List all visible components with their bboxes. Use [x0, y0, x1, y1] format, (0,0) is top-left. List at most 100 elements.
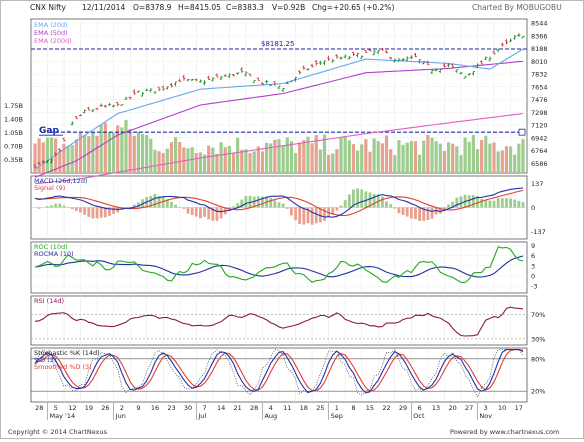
volume-bar	[513, 155, 516, 173]
legend-ema20: EMA (20d)	[34, 21, 68, 29]
volume-bar	[505, 146, 508, 173]
x-tick-label: 27	[465, 404, 473, 412]
x-tick-label: 3	[484, 404, 488, 412]
volume-bar	[476, 149, 479, 173]
volume-bar	[468, 142, 471, 173]
macd-histogram-bar	[509, 198, 512, 207]
volume-bar	[290, 141, 293, 173]
x-tick-label: 16	[151, 404, 159, 412]
volume-bar	[244, 149, 247, 173]
powered-by-link[interactable]: Powered by www.chartnexus.com	[450, 428, 559, 436]
volume-bar	[348, 140, 351, 173]
volume-tick-label: 1.75B	[4, 102, 23, 110]
y-tick-label: -3	[531, 283, 537, 291]
symbol-label: CNX Nifty	[30, 3, 66, 12]
volume-bar	[509, 147, 512, 173]
volume-bar	[294, 153, 297, 173]
macd-histogram-bar	[381, 197, 384, 208]
volume-bar	[497, 151, 500, 173]
legend-rocma: ROCMA (10)	[34, 250, 74, 258]
macd-histogram-bar	[447, 205, 450, 208]
volume-bar	[298, 142, 301, 173]
volume-bar	[364, 139, 367, 173]
y-tick-label: 8010	[531, 58, 548, 66]
macd-histogram-bar	[216, 208, 219, 221]
open-value: O=8378.9	[133, 3, 171, 12]
macd-histogram-bar	[406, 208, 409, 217]
y-tick-label: 6764	[531, 147, 548, 155]
macd-histogram-bar	[298, 208, 301, 224]
x-tick-label: 20	[448, 404, 456, 412]
macd-histogram-bar	[282, 204, 285, 208]
date-label: 12/11/2014	[82, 3, 125, 12]
volume-bar	[393, 155, 396, 173]
x-tick-label: 7	[203, 404, 207, 412]
macd-histogram-bar	[100, 208, 103, 218]
y-tick-label: 20%	[531, 388, 545, 396]
volume-bar	[455, 146, 458, 173]
volume-bar	[137, 132, 140, 173]
charted-by-label: Charted By MOBUGOBU	[472, 3, 562, 12]
volume-bar	[472, 135, 475, 173]
volume-bar	[157, 151, 160, 173]
macd-histogram-bar	[302, 208, 305, 225]
macd-histogram-bar	[402, 208, 405, 215]
volume-bar	[319, 150, 322, 173]
volume-bar	[422, 141, 425, 173]
month-label: Aug	[264, 412, 277, 420]
macd-histogram-bar	[54, 204, 57, 208]
macd-histogram-bar	[58, 204, 61, 208]
volume-bar	[253, 151, 256, 173]
volume-bar	[162, 153, 165, 173]
macd-histogram-bar	[323, 208, 326, 221]
volume-bar	[282, 145, 285, 173]
macd-histogram-bar	[269, 198, 272, 208]
volume-bar	[335, 149, 338, 173]
macd-histogram-bar	[46, 206, 49, 207]
volume-value: V=0.92B	[272, 3, 305, 12]
macd-histogram-bar	[96, 208, 99, 219]
volume-bar	[352, 144, 355, 173]
x-tick-label: 30	[184, 404, 192, 412]
volume-bar	[368, 152, 371, 173]
macd-histogram-bar	[286, 208, 289, 209]
volume-bar	[166, 149, 169, 173]
macd-histogram-bar	[489, 201, 492, 208]
macd-histogram-bar	[220, 208, 223, 219]
macd-histogram-bar	[513, 200, 516, 208]
volume-bar	[240, 150, 243, 173]
volume-bar	[141, 134, 144, 173]
gap-line-end-marker	[519, 129, 525, 135]
x-tick-label: 9	[136, 404, 140, 412]
volume-bar	[447, 142, 450, 173]
volume-bar	[170, 142, 173, 173]
volume-bar	[42, 142, 45, 173]
macd-histogram-bar	[315, 208, 318, 224]
y-tick-label: -137	[531, 228, 546, 236]
volume-bar	[331, 153, 334, 173]
change-value: Chg=+20.65 (+0.2%)	[312, 3, 394, 12]
legend-rsi: RSI (14d)	[34, 297, 64, 305]
macd-histogram-bar	[480, 199, 483, 208]
volume-bar	[178, 142, 181, 173]
macd-histogram-bar	[493, 201, 496, 208]
volume-bar	[406, 143, 409, 173]
macd-histogram-bar	[290, 208, 293, 216]
volume-bar	[174, 137, 177, 173]
macd-histogram-bar	[340, 205, 343, 207]
copyright-label: Copyright © 2014 ChartNexus	[8, 428, 107, 436]
macd-histogram-bar	[79, 208, 82, 213]
y-tick-label: 8188	[531, 45, 548, 53]
volume-bar	[83, 135, 86, 173]
macd-histogram-bar	[129, 207, 132, 208]
x-tick-label: 14	[217, 404, 225, 412]
x-tick-label: 22	[382, 404, 390, 412]
macd-histogram-bar	[273, 200, 276, 207]
volume-bar	[46, 138, 49, 173]
volume-bar	[377, 141, 380, 173]
volume-bar	[492, 142, 495, 173]
volume-bar	[439, 144, 442, 173]
x-tick-label: 8	[351, 404, 355, 412]
macd-histogram-bar	[71, 208, 74, 210]
